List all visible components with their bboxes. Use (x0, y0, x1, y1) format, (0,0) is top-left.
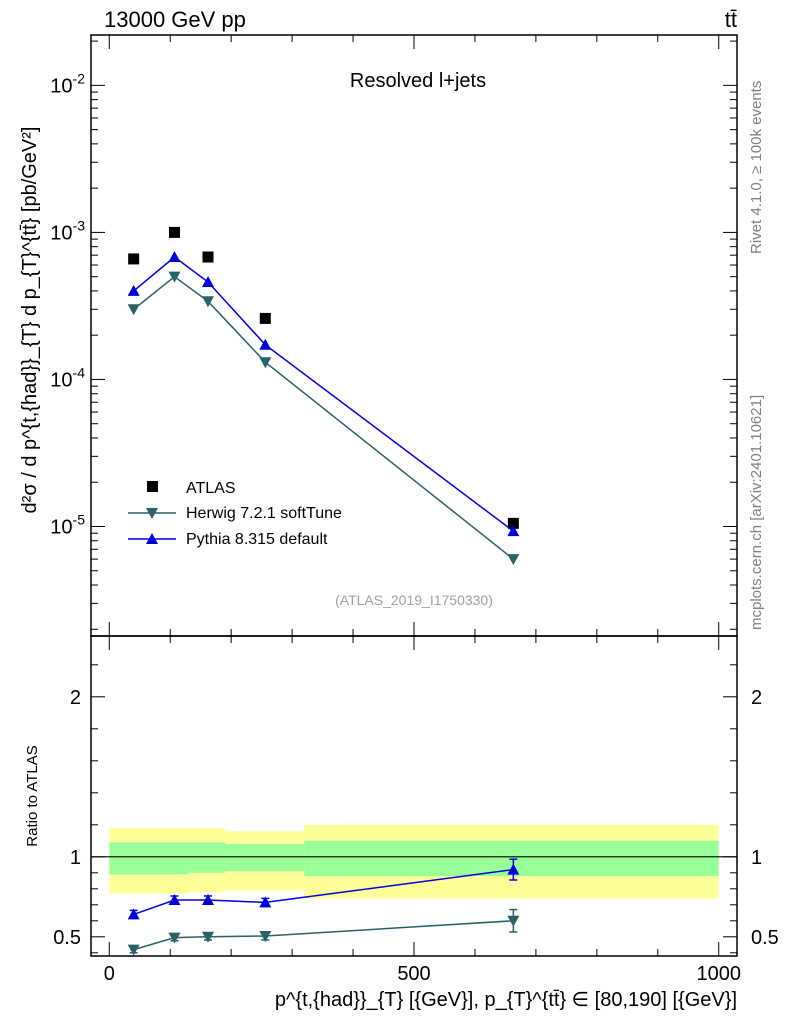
data-point-pythia (202, 275, 215, 287)
main-axis-ticks: 10-5 10-4 10-3 10-2 (50, 35, 737, 636)
legend-label-pythia: Pythia 8.315 default (186, 531, 328, 548)
data-point-pythia (259, 338, 272, 350)
legend: ATLAS Herwig 7.2.1 softTune Pythia 8.315… (128, 480, 342, 548)
analysis-id-label: (ATLAS_2019_I1750330) (335, 592, 493, 608)
legend-marker-atlas (147, 481, 158, 492)
ratio-point-herwig (127, 944, 140, 956)
ratio-point-pythia (168, 894, 181, 905)
data-point-herwig (127, 304, 140, 316)
mcplots-label: mcplots.cern.ch [arXiv:2401.10621] (748, 395, 765, 630)
y-tick-label: 10-4 (50, 364, 85, 391)
uncertainty-band (225, 844, 305, 872)
data-point-atlas (259, 312, 271, 324)
header-collision-label: 13000 GeV pp (104, 7, 246, 32)
ratio-point-pythia (507, 863, 520, 875)
ratio-plot-panel: 0.5 0.5 1 1 2 2 0 500 1000 Ratio to ATLAS (24, 635, 779, 985)
data-point-pythia (168, 251, 181, 263)
data-point-pythia (127, 284, 140, 296)
data-point-atlas (507, 517, 519, 529)
uncertainty-band (188, 842, 226, 873)
ratio-plot-content (91, 824, 737, 956)
x-tick-label: 1000 (696, 963, 741, 985)
ratio-y-tick-label-left: 1 (70, 847, 81, 869)
rivet-version-label: Rivet 4.1.0, ≥ 100k events (748, 81, 765, 254)
data-point-herwig (202, 296, 215, 308)
uncertainty-band (109, 842, 189, 875)
data-point-atlas (128, 253, 140, 265)
x-axis-label: p^{t,{had}}_{T} [{GeV}], p_{T}^{tt̄} ∈ [… (275, 989, 737, 1011)
ratio-series-line (133, 920, 514, 951)
ratio-point-herwig (168, 932, 181, 944)
y-tick-label: 10-2 (50, 70, 85, 97)
data-point-herwig (507, 554, 520, 566)
y-tick-label: 10-5 (50, 511, 85, 538)
legend-label-herwig: Herwig 7.2.1 softTune (186, 505, 342, 522)
ratio-point-herwig (507, 915, 520, 927)
ratio-y-tick-label-left: 0.5 (53, 927, 81, 949)
y-tick-label: 10-3 (50, 217, 85, 244)
ratio-y-tick-label-right: 1 (751, 847, 762, 869)
ratio-point-pythia (259, 896, 272, 908)
data-point-pythia (507, 525, 520, 537)
main-plot-content (127, 226, 520, 566)
ratio-point-herwig (202, 931, 215, 943)
main-plot-panel: 10-5 10-4 10-3 10-2 Resolved l+jets (ATLAS_… (19, 34, 738, 637)
legend-label-atlas: ATLAS (186, 480, 236, 497)
ratio-point-herwig (259, 931, 272, 942)
ratio-y-tick-label-left: 2 (70, 687, 81, 709)
legend-marker-herwig (146, 508, 158, 519)
data-point-herwig (168, 271, 181, 283)
ratio-point-pythia (127, 908, 140, 920)
data-point-atlas (202, 251, 214, 263)
x-tick-label: 500 (397, 963, 430, 985)
ratio-y-tick-label-right: 2 (751, 687, 762, 709)
legend-marker-pythia (146, 533, 158, 544)
ratio-point-pythia (202, 894, 215, 905)
ratio-axis-ticks: 0.5 0.5 1 1 2 2 0 500 1000 (53, 636, 779, 985)
main-plot-title: Resolved l+jets (350, 70, 486, 92)
ratio-plot-frame (90, 635, 738, 957)
header-process-label: tt̄ (725, 7, 737, 32)
x-tick-label: 0 (104, 963, 115, 985)
ratio-y-tick-label-right: 0.5 (751, 927, 779, 949)
main-y-axis-label: d²σ / d p^{t,{had}}_{T} d p_{T}^{tt̄} [p… (19, 127, 41, 514)
ratio-y-axis-label: Ratio to ATLAS (24, 745, 41, 846)
data-point-herwig (259, 357, 272, 369)
data-point-atlas (168, 226, 180, 238)
